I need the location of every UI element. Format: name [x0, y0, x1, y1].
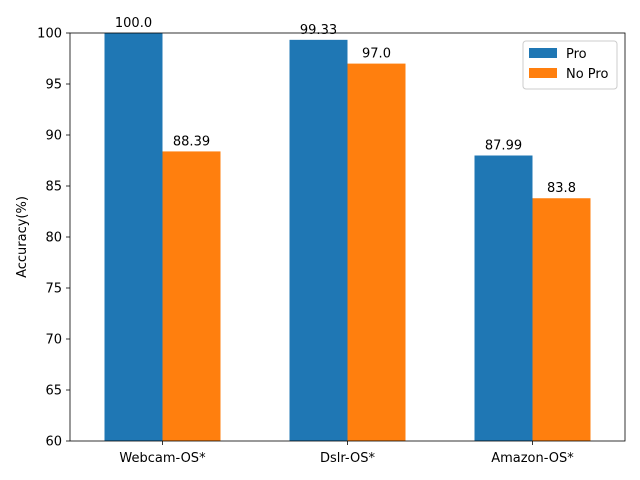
bar-no-pro-webcam-os-	[162, 151, 221, 441]
bar-value-label: 87.99	[485, 139, 522, 154]
bar-value-label: 83.8	[547, 181, 576, 196]
bar-labels-layer: 100.0 88.39 99.33 97.0 87.99 83.8	[115, 16, 576, 196]
bar-value-label: 100.0	[115, 16, 152, 31]
x-tick-label: Webcam-OS*	[119, 451, 206, 466]
x-tick-label: Amazon-OS*	[491, 451, 574, 466]
bar-pro-amazon-os-	[474, 155, 533, 441]
x-axis: Webcam-OS* Dslr-OS* Amazon-OS*	[119, 441, 574, 466]
y-tick-label: 95	[45, 78, 62, 93]
legend-swatch	[529, 48, 557, 58]
legend-label: No Pro	[566, 67, 608, 82]
bars-layer	[104, 33, 591, 442]
x-tick-label: Dslr-OS*	[320, 451, 375, 466]
y-tick-label: 100	[37, 27, 62, 42]
y-tick-label: 80	[45, 231, 62, 246]
bar-value-label: 88.39	[173, 134, 210, 149]
legend-swatch	[529, 68, 557, 78]
y-axis-label: Accuracy(%)	[15, 196, 30, 278]
y-tick-label: 75	[45, 282, 62, 297]
bar-no-pro-dslr-os-	[347, 63, 406, 441]
bar-value-label: 97.0	[362, 47, 391, 62]
y-tick-label: 70	[45, 333, 62, 348]
y-tick-label: 60	[45, 435, 62, 450]
bar-pro-dslr-os-	[289, 39, 348, 442]
y-tick-label: 90	[45, 129, 62, 144]
legend-label: Pro	[566, 47, 587, 62]
legend: Pro No Pro	[522, 40, 618, 90]
bar-pro-webcam-os-	[104, 33, 163, 441]
y-tick-label: 85	[45, 180, 62, 195]
bar-value-label: 99.33	[300, 23, 337, 38]
bar-no-pro-amazon-os-	[532, 198, 591, 441]
y-tick-label: 65	[45, 384, 62, 399]
y-axis: 60 65 70 75 80 85 90 95 100	[37, 27, 70, 450]
